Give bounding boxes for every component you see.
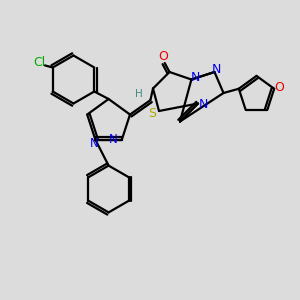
Text: N: N [211,62,221,76]
Text: N: N [89,137,98,150]
Text: H: H [135,88,143,98]
Text: Cl: Cl [34,56,46,69]
Text: N: N [199,98,208,112]
Text: N: N [109,133,118,146]
Text: O: O [274,81,284,94]
Text: O: O [158,50,168,64]
Text: S: S [148,107,156,120]
Text: N: N [191,70,201,84]
